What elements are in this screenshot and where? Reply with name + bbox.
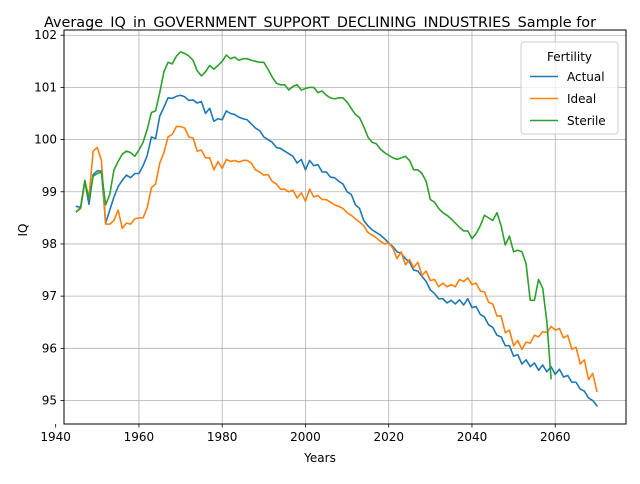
legend-title: Fertility [547, 50, 592, 64]
y-tick-label: 95 [42, 394, 57, 408]
x-axis-label: Years [303, 451, 336, 465]
x-tick-label: 1980 [207, 430, 238, 444]
legend-label-ideal: Ideal [567, 92, 596, 106]
series-lines [75, 51, 598, 407]
plot-frame [63, 29, 627, 425]
legend-label-sterile: Sterile [567, 114, 606, 128]
y-tick-label: 96 [42, 341, 57, 355]
x-axis-ticks: 1940 1960 1980 2000 2020 2040 2060 [40, 424, 571, 444]
legend-label-actual: Actual [567, 70, 605, 84]
y-tick-label: 102 [34, 28, 57, 42]
y-tick-label: 99 [42, 185, 57, 199]
series-line-actual [75, 94, 598, 407]
x-tick-label: 2000 [290, 430, 321, 444]
y-axis-label: IQ [16, 224, 30, 237]
y-tick-label: 100 [34, 133, 57, 147]
y-tick-label: 98 [42, 237, 57, 251]
x-tick-label: 2040 [457, 430, 488, 444]
y-tick-label: 101 [34, 80, 57, 94]
legend: Fertility Actual Ideal Sterile [520, 41, 619, 135]
y-tick-label: 97 [42, 289, 57, 303]
series-line-sterile [75, 51, 552, 380]
x-tick-label: 2060 [540, 430, 571, 444]
legend-box [520, 41, 619, 135]
x-tick-label: 2020 [373, 430, 404, 444]
chart-title: Average_IQ_in_GOVERNMENT_SUPPORT_DECLINI… [44, 15, 596, 31]
x-tick-label: 1940 [40, 430, 71, 444]
series-line-ideal [75, 125, 598, 393]
grid [64, 30, 626, 424]
y-axis-ticks: 95 96 97 98 99 100 101 102 [34, 28, 64, 408]
x-tick-label: 1960 [124, 430, 155, 444]
